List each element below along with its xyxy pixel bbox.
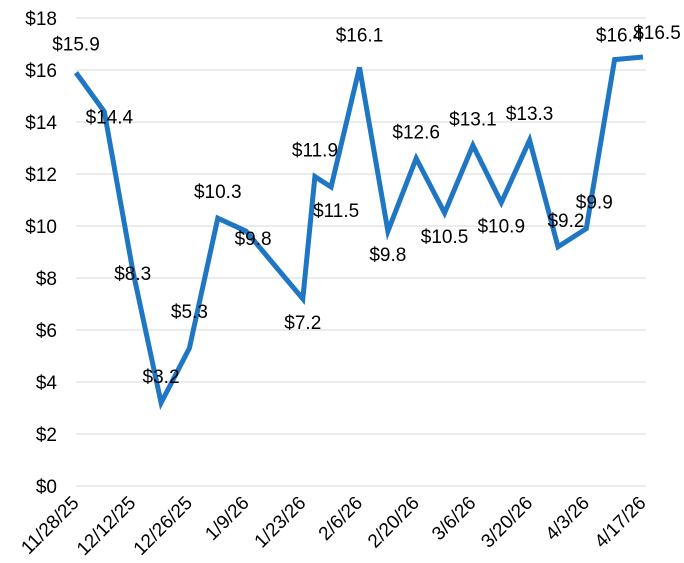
y-tick-label: $6 — [36, 321, 57, 342]
x-tick-label: 12/12/25 — [73, 493, 140, 560]
x-tick-label: 3/20/26 — [477, 493, 537, 553]
y-tick-label: $0 — [36, 477, 57, 498]
x-tick-label: 1/9/26 — [201, 493, 253, 545]
data-label: $15.9 — [52, 35, 100, 56]
data-label: $8.3 — [114, 264, 151, 285]
data-label: $10.3 — [194, 182, 242, 203]
data-label: $11.5 — [313, 201, 359, 222]
data-label: $13.1 — [449, 109, 497, 130]
series-lines — [73, 54, 644, 411]
data-label: $9.9 — [576, 193, 613, 214]
x-tick-label: 2/6/26 — [315, 493, 367, 545]
x-tick-label: 4/3/26 — [542, 493, 594, 545]
data-label: $9.8 — [235, 229, 272, 250]
y-tick-label: $10 — [25, 217, 57, 238]
y-tick-label: $18 — [25, 9, 57, 30]
data-label: $9.2 — [547, 211, 584, 232]
y-axis-ticks: $0 $2 $4 $6 $8 $10 $12 $14 $16 $18 — [25, 9, 57, 498]
y-tick-label: $12 — [25, 165, 57, 186]
x-tick-label: 4/17/26 — [591, 493, 651, 553]
y-tick-label: $2 — [36, 425, 57, 446]
series-line — [73, 54, 644, 411]
x-tick-label: 3/6/26 — [428, 493, 480, 545]
y-tick-label: $8 — [36, 269, 57, 290]
x-tick-label: 11/28/25 — [17, 493, 83, 559]
data-label: $10.5 — [421, 227, 469, 248]
data-label: $16.5 — [633, 23, 681, 44]
data-label: $16.4 — [596, 26, 644, 47]
y-tick-label: $14 — [25, 113, 57, 134]
data-label: $9.8 — [369, 245, 406, 266]
data-label: $3.2 — [143, 367, 180, 388]
x-tick-label: 1/23/26 — [251, 493, 311, 553]
x-tick-label: 12/26/25 — [130, 493, 197, 560]
y-tick-label: $4 — [36, 373, 58, 394]
data-label: $5.3 — [171, 302, 208, 323]
data-label: $12.6 — [392, 122, 440, 143]
y-tick-label: $16 — [25, 61, 57, 82]
data-label: $14.4 — [86, 108, 134, 129]
x-tick-label: 2/20/26 — [364, 493, 424, 553]
data-label: $7.2 — [284, 313, 321, 334]
data-label: $11.9 — [292, 141, 338, 162]
data-label: $13.3 — [506, 104, 554, 125]
data-labels: $15.9 $14.4 $8.3 $3.2 $5.3 $10.3 $9.8 $7.2 $11.9… — [52, 23, 681, 388]
data-label: $10.9 — [477, 217, 525, 238]
data-label: $16.1 — [336, 25, 384, 46]
